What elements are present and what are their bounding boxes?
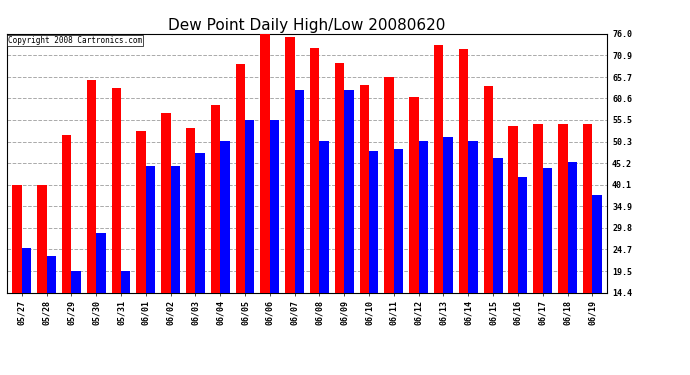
Bar bbox=[62, 135, 71, 353]
Bar bbox=[394, 149, 403, 353]
Bar bbox=[434, 45, 444, 353]
Bar bbox=[137, 131, 146, 353]
Bar bbox=[484, 86, 493, 353]
Bar bbox=[558, 124, 567, 353]
Bar bbox=[567, 162, 577, 353]
Bar bbox=[71, 271, 81, 353]
Bar bbox=[369, 152, 379, 353]
Bar bbox=[285, 37, 295, 353]
Bar bbox=[161, 113, 170, 353]
Bar bbox=[459, 49, 469, 353]
Bar bbox=[170, 166, 180, 353]
Bar bbox=[419, 141, 428, 353]
Bar bbox=[469, 141, 477, 353]
Bar bbox=[235, 64, 245, 353]
Bar bbox=[87, 80, 96, 353]
Bar bbox=[444, 136, 453, 353]
Bar bbox=[543, 168, 552, 353]
Text: Copyright 2008 Cartronics.com: Copyright 2008 Cartronics.com bbox=[8, 36, 142, 45]
Bar bbox=[319, 141, 329, 353]
Bar bbox=[195, 153, 205, 353]
Bar bbox=[295, 90, 304, 353]
Bar bbox=[220, 141, 230, 353]
Bar bbox=[211, 105, 220, 353]
Bar bbox=[335, 63, 344, 353]
Bar bbox=[592, 195, 602, 353]
Bar bbox=[12, 184, 22, 353]
Bar bbox=[260, 34, 270, 353]
Bar bbox=[96, 233, 106, 353]
Bar bbox=[509, 126, 518, 353]
Title: Dew Point Daily High/Low 20080620: Dew Point Daily High/Low 20080620 bbox=[168, 18, 446, 33]
Bar bbox=[583, 124, 592, 353]
Bar bbox=[533, 124, 543, 353]
Bar bbox=[344, 90, 354, 353]
Bar bbox=[146, 166, 155, 353]
Bar bbox=[112, 88, 121, 353]
Bar bbox=[22, 248, 31, 353]
Bar bbox=[310, 48, 319, 353]
Bar bbox=[518, 177, 527, 353]
Bar bbox=[186, 128, 195, 353]
Bar bbox=[37, 184, 47, 353]
Bar bbox=[493, 158, 502, 353]
Bar bbox=[245, 120, 255, 353]
Bar bbox=[270, 120, 279, 353]
Bar bbox=[409, 97, 419, 353]
Bar bbox=[384, 77, 394, 353]
Bar bbox=[359, 85, 369, 353]
Bar bbox=[47, 256, 56, 353]
Bar bbox=[121, 271, 130, 353]
